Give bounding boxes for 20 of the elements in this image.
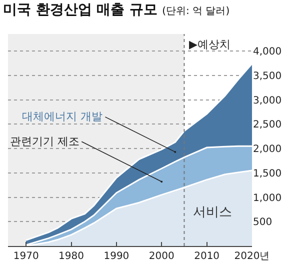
- text: 대체에너지 개발: [22, 110, 102, 123]
- x-tick-label: 1970: [13, 251, 39, 262]
- y-tick-label: 2,500: [253, 120, 282, 131]
- x-tick-label: 2000: [148, 251, 174, 262]
- y-tick-label: 2,000: [253, 144, 282, 156]
- y-tick-label: 1,000: [253, 192, 282, 204]
- y-tick-label: 500: [253, 217, 272, 228]
- series-label: 서비스: [193, 205, 232, 220]
- x-tick-label: 1980: [58, 251, 84, 262]
- chart-subtitle: (단위: 억 달러): [162, 6, 230, 17]
- band-label: ▶예상치: [189, 38, 230, 51]
- y-tick-label: 3,500: [253, 70, 282, 82]
- y-tick-label: 3,000: [253, 95, 282, 106]
- text: 관련기기 제조: [10, 135, 80, 148]
- chart-title: 미국 환경산업 매출 규모: [3, 2, 158, 18]
- x-tick-label: 2010: [194, 251, 220, 262]
- y-tick-label: 4,000: [253, 46, 282, 58]
- x-tick-label: 2020년: [234, 251, 270, 262]
- y-tick-label: 1,500: [253, 168, 282, 180]
- x-tick-label: 1990: [104, 251, 130, 262]
